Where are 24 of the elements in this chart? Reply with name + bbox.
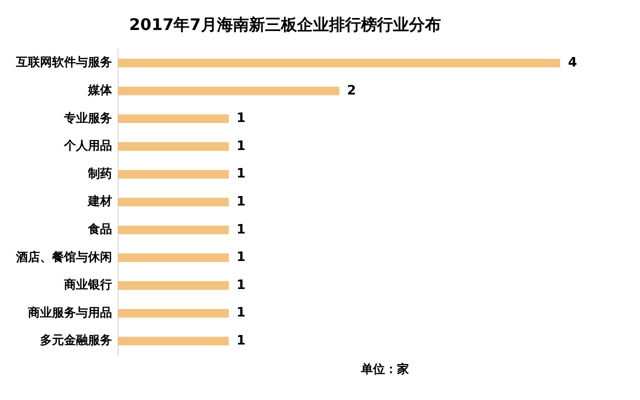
- y-tick-label: 多元金融服务: [40, 333, 112, 348]
- data-label: 1: [236, 194, 246, 210]
- data-label: 1: [236, 138, 246, 154]
- data-label: 1: [236, 306, 246, 321]
- y-tick-label: 商业银行: [63, 278, 112, 292]
- data-label: 1: [236, 222, 246, 238]
- data-label: 1: [236, 250, 246, 266]
- y-tick-label: 互联网软件与服务: [15, 55, 112, 70]
- data-label: 1: [236, 333, 246, 348]
- y-tick-label: 制药: [87, 166, 112, 180]
- text: 单位：家: [360, 362, 409, 376]
- y-tick-label: 食品: [87, 222, 112, 236]
- chart-title: 2017年7月海南新三板企业排行榜行业分布: [129, 14, 441, 34]
- data-label: 4: [568, 55, 578, 70]
- y-tick-label: 媒体: [87, 83, 113, 98]
- data-label: 1: [236, 166, 246, 182]
- y-tick-label: 个人用品: [63, 138, 112, 153]
- data-label: 1: [236, 278, 246, 293]
- y-tick-label: 专业服务: [63, 110, 112, 125]
- y-tick-label: 商业服务与用品: [27, 305, 112, 320]
- data-label: 1: [236, 111, 246, 126]
- y-tick-label: 建材: [87, 194, 112, 208]
- y-tick-label: 酒店、餐馆与休闲: [15, 250, 112, 264]
- data-label: 2: [347, 83, 356, 98]
